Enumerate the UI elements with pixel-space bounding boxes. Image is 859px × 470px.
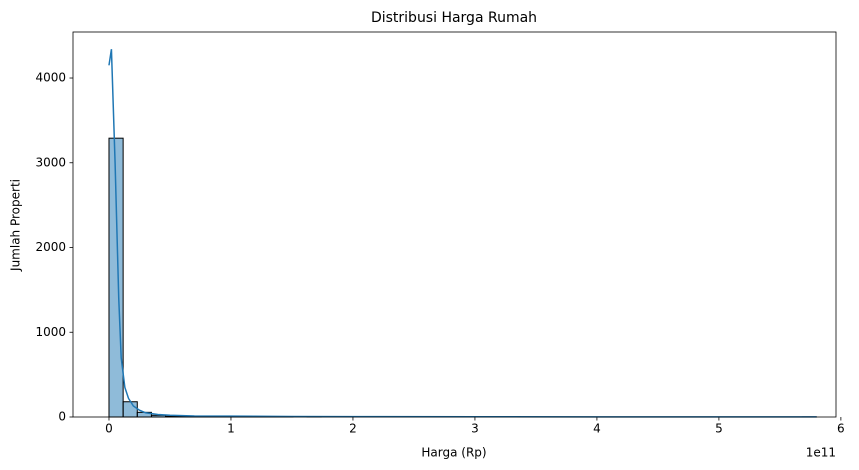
y-tick-label: 1000 xyxy=(35,325,66,339)
x-tick-label: 5 xyxy=(715,422,723,436)
y-tick-label: 2000 xyxy=(35,240,66,254)
x-tick-label: 6 xyxy=(837,422,845,436)
x-tick-label: 0 xyxy=(105,422,113,436)
y-tick-label: 3000 xyxy=(35,155,66,169)
y-axis-label: Jumlah Properti xyxy=(9,179,23,272)
x-tick-label: 3 xyxy=(471,422,479,436)
chart-title: Distribusi Harga Rumah xyxy=(371,10,537,26)
x-tick-label: 2 xyxy=(349,422,357,436)
x-tick-label: 4 xyxy=(593,422,601,436)
x-offset-label: 1e11 xyxy=(806,446,836,460)
y-tick-label: 4000 xyxy=(35,71,66,85)
x-axis-label: Harga (Rp) xyxy=(421,446,486,460)
bar xyxy=(122,401,138,418)
x-tick-label: 1 xyxy=(227,422,235,436)
y-tick-label: 0 xyxy=(58,410,66,424)
axes-frame xyxy=(72,31,837,418)
